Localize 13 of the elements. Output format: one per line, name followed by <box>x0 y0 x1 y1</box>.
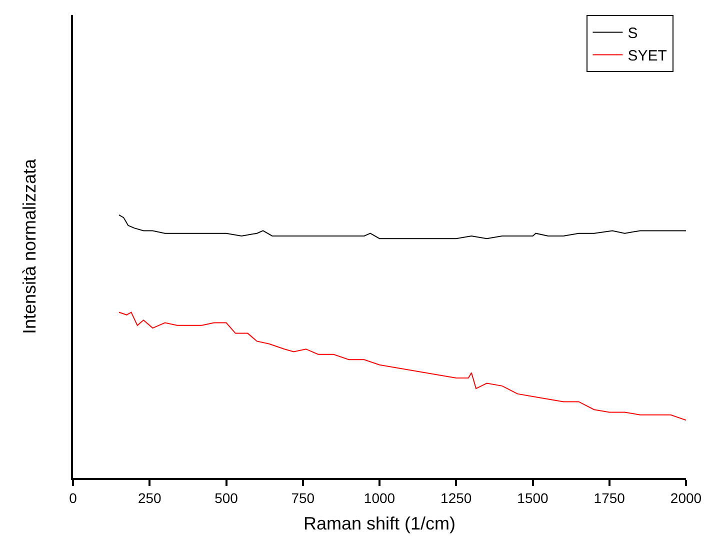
x-tick-label: 250 <box>138 490 162 506</box>
x-tick-label: 750 <box>291 490 315 506</box>
x-tick-label: 1250 <box>440 490 472 506</box>
x-axis-title: Raman shift (1/cm) <box>303 513 456 534</box>
y-axis-title: Intensità normalizzata <box>20 158 40 334</box>
legend-label: S <box>628 25 638 42</box>
x-tick-label: 2000 <box>670 490 702 506</box>
x-tick-label: 500 <box>214 490 238 506</box>
legend-label: SYET <box>628 48 667 65</box>
x-tick-label: 1500 <box>517 490 549 506</box>
x-tick-label: 1750 <box>594 490 626 506</box>
x-tick-label: 0 <box>69 490 78 506</box>
x-tick-label: 1000 <box>364 490 396 506</box>
